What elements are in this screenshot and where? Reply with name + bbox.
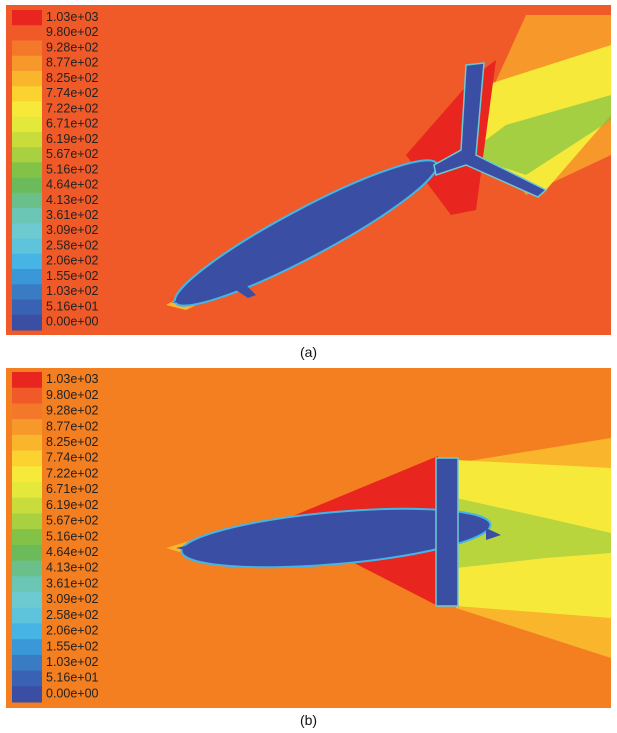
legend-label: 1.55e+02 (46, 639, 99, 653)
legend-swatch (12, 315, 42, 331)
legend-swatch (12, 254, 42, 270)
legend-label: 9.80e+02 (46, 25, 99, 39)
legend-swatch (12, 608, 42, 624)
legend-label: 7.22e+02 (46, 466, 99, 480)
legend-label: 4.64e+02 (46, 178, 99, 192)
legend-swatch (12, 388, 42, 404)
legend-swatch (12, 482, 42, 498)
legend-label: 8.77e+02 (46, 56, 99, 70)
legend-swatch (12, 269, 42, 285)
legend-swatch (12, 147, 42, 163)
legend-label: 5.16e+01 (46, 671, 99, 685)
legend-swatch (12, 10, 42, 26)
legend-swatch (12, 193, 42, 209)
legend-label: 6.19e+02 (46, 498, 99, 512)
legend-label: 1.03e+03 (46, 10, 99, 24)
legend-swatch (12, 686, 42, 702)
legend-swatch (12, 498, 42, 514)
legend-label: 5.16e+01 (46, 299, 99, 313)
legend-swatch (12, 529, 42, 545)
legend-swatch (12, 132, 42, 148)
legend-label: 4.13e+02 (46, 561, 99, 575)
legend-swatch (12, 451, 42, 467)
legend-label: 8.25e+02 (46, 435, 99, 449)
legend-label: 6.71e+02 (46, 117, 99, 131)
legend-label: 7.22e+02 (46, 101, 99, 115)
legend-label: 8.25e+02 (46, 71, 99, 85)
legend-label: 2.06e+02 (46, 624, 99, 638)
legend-label: 1.03e+02 (46, 284, 99, 298)
legend-label: 5.16e+02 (46, 529, 99, 543)
legend-label: 5.67e+02 (46, 514, 99, 528)
legend-label: 0.00e+00 (46, 686, 99, 700)
legend-swatch (12, 56, 42, 72)
legend-label: 3.09e+02 (46, 592, 99, 606)
legend-swatch (12, 623, 42, 639)
legend-swatch (12, 372, 42, 388)
legend-swatch (12, 208, 42, 224)
legend-swatch (12, 86, 42, 102)
legend-swatch (12, 300, 42, 316)
legend-label: 2.06e+02 (46, 254, 99, 268)
legend-swatch (12, 25, 42, 41)
legend-label: 9.80e+02 (46, 388, 99, 402)
legend-swatch (12, 545, 42, 561)
legend-label: 2.58e+02 (46, 238, 99, 252)
legend-label: 3.61e+02 (46, 576, 99, 590)
legend-label: 3.61e+02 (46, 208, 99, 222)
legend-label: 9.28e+02 (46, 404, 99, 418)
tail-fin (436, 458, 458, 606)
figure: 1.03e+039.80e+029.28e+028.77e+028.25e+02… (0, 0, 617, 733)
caption: (a) (0, 344, 617, 360)
legend-swatch (12, 466, 42, 482)
legend-label: 1.03e+02 (46, 655, 99, 669)
legend-swatch (12, 592, 42, 608)
legend-swatch (12, 117, 42, 133)
legend-swatch (12, 513, 42, 529)
legend-swatch (12, 403, 42, 419)
legend-swatch (12, 71, 42, 87)
legend-swatch (12, 561, 42, 577)
legend-label: 9.28e+02 (46, 40, 99, 54)
legend-swatch (12, 655, 42, 671)
legend-label: 4.13e+02 (46, 193, 99, 207)
legend-swatch (12, 101, 42, 117)
legend-label: 7.74e+02 (46, 86, 99, 100)
legend-label: 2.58e+02 (46, 608, 99, 622)
legend-swatch (12, 435, 42, 451)
legend-swatch (12, 419, 42, 435)
legend-swatch (12, 40, 42, 56)
legend-swatch (12, 239, 42, 255)
panel-a: 1.03e+039.80e+029.28e+02 8.77e+028.25e+02… (6, 5, 611, 335)
caption: (b) (0, 712, 617, 728)
legend-swatch (12, 284, 42, 300)
legend-label: 4.64e+02 (46, 545, 99, 559)
legend-label: 1.03e+03 (46, 372, 99, 386)
legend-label: 0.00e+00 (46, 315, 99, 329)
legend-swatch (12, 178, 42, 194)
legend-label: 1.55e+02 (46, 269, 99, 283)
legend-swatch (12, 162, 42, 178)
legend-label: 6.71e+02 (46, 482, 99, 496)
legend-label: 7.74e+02 (46, 451, 99, 465)
legend-label: 3.09e+02 (46, 223, 99, 237)
legend-swatch (12, 223, 42, 239)
legend-swatch (12, 576, 42, 592)
legend-label: 8.77e+02 (46, 419, 99, 433)
panel-b: 1.03e+03 9.80e+02 9.28e+028.77e+02 8.25e+02… (6, 368, 611, 708)
legend-label: 5.67e+02 (46, 147, 99, 161)
legend-swatch (12, 671, 42, 687)
legend-label: 6.19e+02 (46, 132, 99, 146)
legend-swatch (12, 639, 42, 655)
legend-label: 5.16e+02 (46, 162, 99, 176)
